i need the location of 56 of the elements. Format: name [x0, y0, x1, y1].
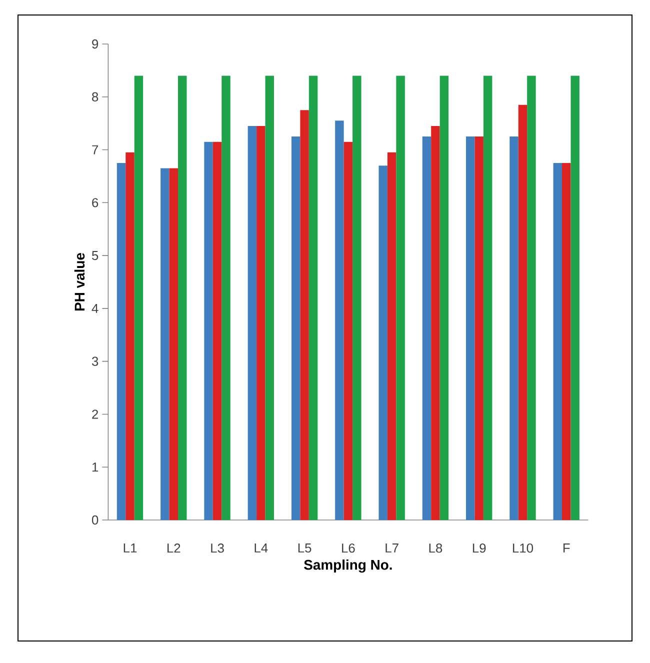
- bar: [160, 168, 170, 520]
- bar: [204, 142, 213, 520]
- x-tick-label: L4: [254, 544, 268, 552]
- y-tick-label: 6: [92, 198, 98, 208]
- bar: [510, 136, 518, 520]
- bar: [116, 162, 126, 520]
- y-tick-label: 3: [92, 356, 98, 366]
- y-tick-label: 8: [92, 92, 98, 102]
- bar: [422, 136, 432, 520]
- y-tick-label: 4: [92, 304, 98, 313]
- bar: [222, 76, 230, 520]
- bar: [169, 168, 178, 520]
- bar: [134, 76, 144, 520]
- y-tick-label: 1: [92, 462, 98, 472]
- bar: [387, 152, 396, 520]
- x-tick-label: F: [563, 544, 570, 552]
- y-tick-label: 9: [92, 39, 98, 49]
- bar: [212, 142, 222, 520]
- y-axis-title: PH value: [74, 253, 85, 311]
- bar: [256, 126, 266, 520]
- bar: [440, 76, 449, 520]
- y-tick-label: 7: [92, 145, 98, 154]
- x-axis-title: Sampling No.: [304, 560, 392, 573]
- bar: [474, 136, 484, 520]
- bar: [300, 110, 309, 520]
- bar: [352, 76, 362, 520]
- x-tick-label: L3: [211, 544, 224, 553]
- x-tick-label: L6: [342, 544, 355, 553]
- bar: [431, 126, 440, 520]
- bar: [265, 76, 274, 520]
- bar: [248, 126, 257, 520]
- bar: [344, 142, 353, 520]
- y-tick-label: 5: [92, 251, 98, 260]
- bar: [378, 166, 388, 520]
- x-tick-label: L7: [386, 544, 398, 552]
- bar: [518, 104, 528, 520]
- bar: [335, 120, 344, 520]
- x-tick-label: L9: [472, 544, 486, 553]
- bar: [126, 152, 134, 520]
- bar: [553, 162, 562, 520]
- bar: [562, 162, 571, 520]
- x-tick-label: L10: [512, 544, 534, 553]
- x-tick-label: L5: [298, 544, 312, 553]
- bar: [483, 76, 492, 520]
- bar: [570, 76, 580, 520]
- x-tick-label: L1: [124, 544, 137, 552]
- y-tick-label: 0: [92, 515, 98, 525]
- bar: [291, 136, 300, 520]
- bar: [527, 76, 536, 520]
- x-tick-label: L8: [429, 544, 442, 553]
- x-tick-label: L2: [167, 544, 180, 553]
- bar: [178, 76, 187, 520]
- y-tick-label: 2: [92, 410, 98, 419]
- bar: [466, 136, 475, 520]
- bar: [308, 76, 318, 520]
- bar: [396, 76, 405, 520]
